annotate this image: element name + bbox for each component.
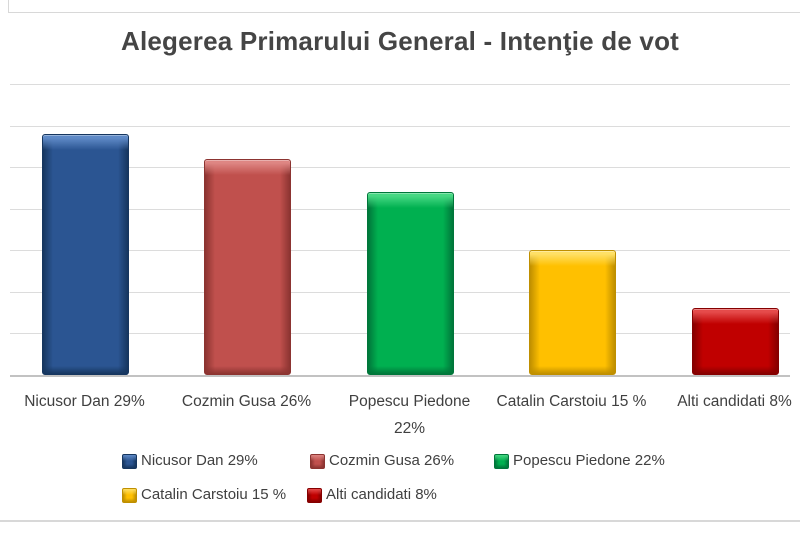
slide-frame-left-line bbox=[8, 0, 9, 13]
legend-label: Alti candidati 8% bbox=[326, 486, 437, 503]
legend-label: Popescu Piedone 22% bbox=[513, 452, 665, 469]
gridline bbox=[10, 84, 790, 85]
slide-frame-top-line bbox=[8, 12, 800, 13]
legend-swatch-icon bbox=[307, 488, 322, 503]
x-axis-label: Popescu Piedone 22% bbox=[348, 393, 471, 437]
bar-popescu-piedone-22 bbox=[367, 192, 454, 375]
bar-catalin-carstoiu-15 bbox=[529, 250, 616, 375]
gridline bbox=[10, 167, 790, 169]
x-axis-label: Nicusor Dan 29% bbox=[24, 393, 145, 410]
x-axis-label: Catalin Carstoiu 15 % bbox=[496, 393, 647, 410]
bar-alti-candidati-8 bbox=[692, 308, 779, 375]
legend-swatch-icon bbox=[310, 454, 325, 469]
legend-label: Catalin Carstoiu 15 % bbox=[141, 486, 287, 503]
legend-label: Cozmin Gusa 26% bbox=[329, 452, 455, 469]
legend-swatch-icon bbox=[122, 454, 137, 469]
x-axis-line bbox=[10, 375, 790, 377]
legend-swatch-icon bbox=[122, 488, 137, 503]
slide-frame-bottom-line bbox=[0, 520, 800, 522]
x-axis-label: Cozmin Gusa 26% bbox=[181, 393, 312, 410]
legend-swatch-icon bbox=[494, 454, 509, 469]
bar-cozmin-gusa-26 bbox=[204, 158, 291, 375]
bar-nicusor-dan-29 bbox=[42, 133, 129, 375]
x-axis-label: Alti candidati 8% bbox=[677, 393, 792, 410]
legend-label: Nicusor Dan 29% bbox=[141, 452, 258, 469]
chart-title: Alegerea Primarului General - Intenţie d… bbox=[120, 26, 680, 56]
gridline bbox=[10, 125, 790, 127]
